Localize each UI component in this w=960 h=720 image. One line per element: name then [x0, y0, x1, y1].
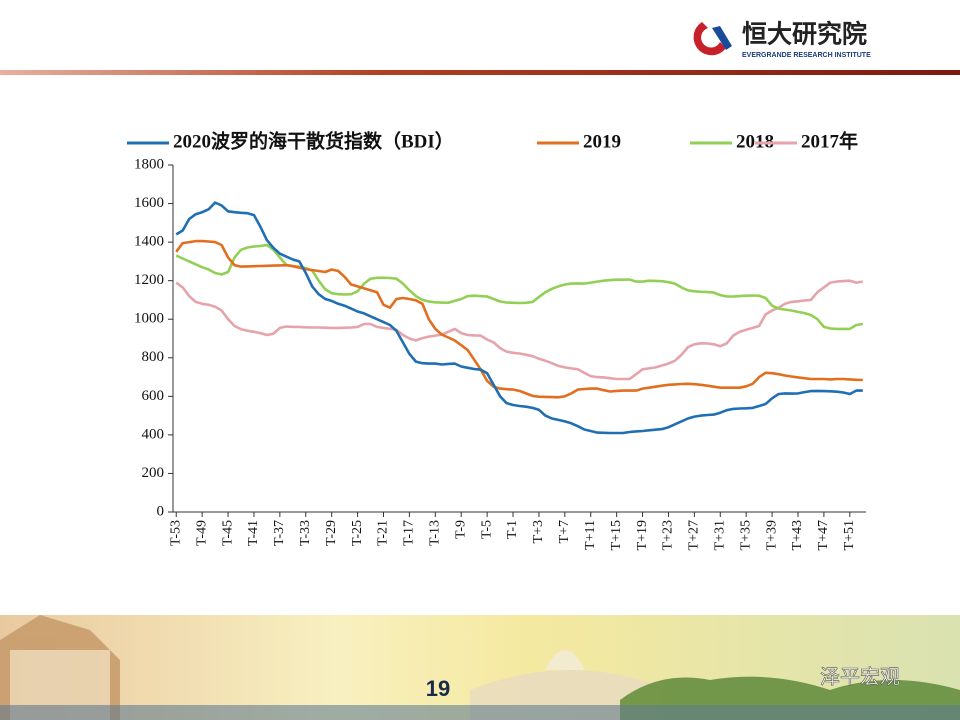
- x-tick-label: T-49: [194, 520, 209, 546]
- x-tick-label: T-45: [220, 520, 235, 546]
- x-tick-label: T+7: [557, 520, 572, 543]
- x-tick-label: T+27: [687, 520, 702, 550]
- x-tick-label: T-25: [350, 520, 365, 546]
- y-tick-label: 1800: [134, 156, 164, 172]
- y-tick-label: 1200: [134, 272, 164, 288]
- x-tick-label: T-29: [324, 520, 339, 546]
- x-tick-label: T+43: [790, 520, 805, 550]
- x-tick-label: T+3: [531, 520, 546, 543]
- x-tick-label: T+15: [609, 520, 624, 550]
- x-tick-label: T+19: [635, 520, 650, 550]
- x-tick-label: T-53: [168, 520, 183, 546]
- chart: 0 200 400 600 800 1000 1200 1400 1600 1800 T-53 T-4…: [127, 129, 866, 550]
- x-tick-label: T-13: [428, 520, 443, 546]
- logo-subtext: EVERGRANDE RESEARCH INSTITUTE: [742, 52, 871, 59]
- x-tick-label: T-5: [479, 520, 494, 539]
- x-tick-label: T+23: [661, 520, 676, 550]
- header-rule: [0, 70, 960, 75]
- x-tick-label: T-21: [376, 520, 391, 546]
- footer-buildings: [0, 615, 960, 720]
- legend-label: 2017年: [801, 129, 858, 152]
- y-tick-label: 400: [142, 426, 165, 442]
- y-tick-label: 1600: [134, 195, 164, 211]
- series-line: [175, 201, 863, 435]
- x-tick-label: T+51: [842, 520, 857, 550]
- x-tick-label: T-37: [272, 520, 287, 546]
- y-tick-label: 0: [157, 503, 165, 519]
- y-tick-label: 800: [142, 349, 165, 365]
- x-tick-label: T-41: [246, 520, 261, 546]
- x-tick-label: T+11: [583, 520, 598, 550]
- series-line: [175, 243, 863, 331]
- x-tick-label: T+39: [764, 520, 779, 550]
- logo: [693, 22, 732, 56]
- x-tick-label: T-1: [505, 520, 520, 539]
- watermark: 泽平宏观: [820, 665, 900, 688]
- x-tick-label: T+47: [816, 520, 831, 550]
- legend-label: 2019: [583, 131, 621, 152]
- series-line: [175, 239, 863, 399]
- x-tick-label: T+31: [712, 520, 727, 550]
- x-tick-label: T-33: [298, 520, 313, 546]
- x-tick-label: T-9: [453, 520, 468, 539]
- page-number: 19: [426, 676, 450, 701]
- logo-text: 恒大研究院: [742, 20, 867, 49]
- x-tick-label: T+35: [738, 520, 753, 550]
- legend-label: 2020波罗的海干散货指数（BDI）: [173, 129, 454, 152]
- x-tick-label: T-17: [402, 520, 417, 546]
- y-tick-label: 600: [142, 388, 165, 404]
- y-tick-label: 1000: [134, 311, 164, 327]
- y-tick-label: 1400: [134, 234, 164, 250]
- series-line: [175, 279, 863, 381]
- y-tick-label: 200: [142, 465, 165, 481]
